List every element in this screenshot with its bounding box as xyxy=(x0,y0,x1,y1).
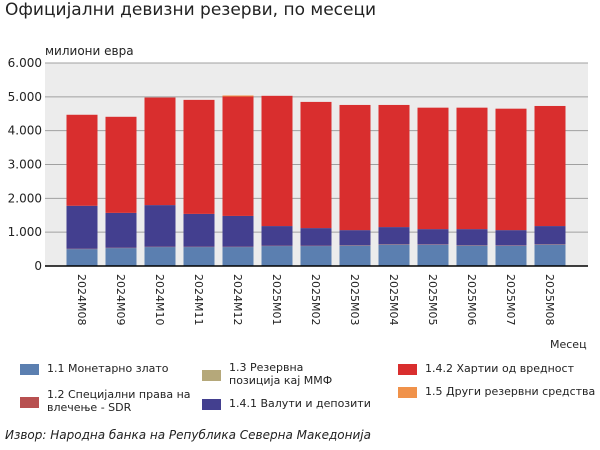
bar-segment xyxy=(222,215,254,247)
bar-segment xyxy=(495,245,527,266)
legend-item: 1.4.1 Валути и депозити xyxy=(202,397,371,410)
bar-segment xyxy=(300,246,332,266)
x-tick-label: 2024M09 xyxy=(114,274,127,325)
legend-item: 1.5 Други резервни средства xyxy=(398,385,595,398)
x-tick-label: 2025M06 xyxy=(465,274,478,325)
bar-segment xyxy=(183,99,215,214)
legend-label: 1.4.1 Валути и депозити xyxy=(229,397,371,410)
bar-segment xyxy=(261,246,293,266)
legend-label: 1.1 Монетарно злато xyxy=(47,362,169,375)
bar-segment xyxy=(417,244,449,266)
bar-segment xyxy=(339,245,371,266)
y-tick-label: 3.000 xyxy=(8,158,42,172)
bar-segment xyxy=(456,245,488,266)
legend-swatch xyxy=(202,370,221,381)
bar-segment xyxy=(534,244,566,266)
y-tick-label: 0 xyxy=(34,259,42,273)
bar-segment xyxy=(144,247,176,266)
bar-segment xyxy=(144,97,176,206)
bar-segment xyxy=(534,105,566,227)
y-tick-label: 4.000 xyxy=(8,124,42,138)
bar-segment xyxy=(456,229,488,246)
bar-segment xyxy=(378,244,410,266)
legend-item: 1.2 Специјални права на влечење - SDR xyxy=(20,388,200,414)
bar-segment xyxy=(456,107,488,230)
legend-swatch xyxy=(398,364,417,375)
bar-segment xyxy=(378,104,410,228)
legend-swatch xyxy=(20,397,39,408)
y-axis-label: милиони евра xyxy=(45,44,134,58)
legend-label: 1.2 Специјални права на влечење - SDR xyxy=(47,388,191,414)
bar-segment xyxy=(417,229,449,245)
bar-segment xyxy=(105,212,137,248)
x-tick-label: 2024M08 xyxy=(75,274,88,325)
bar-segment xyxy=(339,104,371,231)
bar-segment xyxy=(300,101,332,229)
source-note: Извор: Народна банка на Република Северн… xyxy=(5,428,371,442)
x-tick-label: 2024M10 xyxy=(153,274,166,325)
bar-segment xyxy=(417,107,449,230)
bar-segment xyxy=(261,226,293,246)
x-tick-label: 2025M07 xyxy=(504,274,517,325)
bar-segment xyxy=(495,108,527,231)
bar-segment xyxy=(534,226,566,245)
legend-swatch xyxy=(202,399,221,410)
legend-swatch xyxy=(398,387,417,398)
bar-segment xyxy=(66,249,98,266)
x-tick-label: 2025M08 xyxy=(543,274,556,325)
legend-label: 1.5 Други резервни средства xyxy=(425,385,596,398)
x-tick-label: 2025M03 xyxy=(348,274,361,325)
legend-item: 1.4.2 Хартии од вредност xyxy=(398,362,574,375)
x-tick-label: 2025M04 xyxy=(387,274,400,325)
bar-segment xyxy=(105,116,137,213)
legend-label: 1.4.2 Хартии од вредност xyxy=(425,362,574,375)
bar-segment xyxy=(495,230,527,246)
legend-swatch xyxy=(20,364,39,375)
chart-title: Официјални девизни резерви, по месеци xyxy=(5,0,377,20)
legend-item: 1.3 Резервна позиција кај ММФ xyxy=(202,361,352,387)
y-tick-label: 2.000 xyxy=(8,191,42,205)
bar-segment xyxy=(183,213,215,247)
y-tick-label: 1.000 xyxy=(8,225,42,239)
bar-segment xyxy=(105,248,137,266)
bar-segment xyxy=(66,205,98,249)
bar-segment xyxy=(222,95,254,97)
bar-segment xyxy=(300,228,332,246)
bar-segment xyxy=(144,205,176,247)
x-tick-label: 2024M12 xyxy=(231,274,244,325)
chart-plot: 0 1.000 2.000 3.000 4.000 5.000 6.000 2024M08 20… xyxy=(8,56,588,325)
x-axis-label: Месец xyxy=(550,338,587,351)
bar-segment xyxy=(261,95,293,227)
legend-label: 1.3 Резервна позиција кај ММФ xyxy=(229,361,333,387)
x-tick-label: 2025M02 xyxy=(309,274,322,325)
x-tick-label: 2024M11 xyxy=(192,274,205,325)
bar-segment xyxy=(222,96,254,216)
bar-segment xyxy=(339,230,371,246)
y-tick-label: 6.000 xyxy=(8,56,42,70)
bar-segment xyxy=(183,247,215,266)
bar-segment xyxy=(378,227,410,245)
bar-segment xyxy=(66,114,98,206)
legend-item: 1.1 Монетарно злато xyxy=(20,362,168,375)
bar-segment xyxy=(222,247,254,266)
x-tick-label: 2025M01 xyxy=(270,274,283,325)
y-tick-label: 5.000 xyxy=(8,90,42,104)
x-tick-label: 2025M05 xyxy=(426,274,439,325)
